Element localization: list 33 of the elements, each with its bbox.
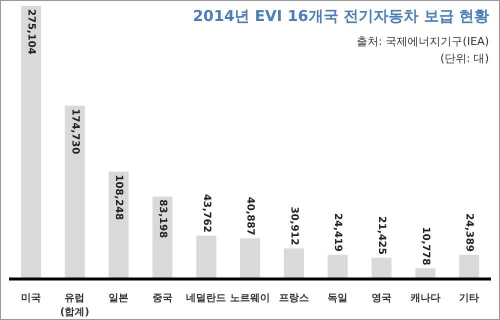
bar bbox=[21, 6, 41, 279]
data-label: 108,248 bbox=[113, 174, 124, 220]
data-label: 43,762 bbox=[200, 194, 212, 233]
data-label: 174,730 bbox=[69, 108, 80, 154]
bar bbox=[459, 254, 480, 279]
data-label: 10,778 bbox=[420, 226, 431, 266]
x-tick-label: 노르웨이 bbox=[230, 293, 270, 304]
x-tick-label: 중국 bbox=[152, 293, 172, 304]
data-label: 275,104 bbox=[26, 9, 36, 55]
bar bbox=[64, 106, 85, 279]
data-label: 24,389 bbox=[464, 213, 475, 252]
x-tick-label: 독일 bbox=[328, 293, 348, 304]
x-tick-label: 유럽 (합계) bbox=[60, 293, 90, 318]
annotation: 출처: 국제에너지기구(IEA) bbox=[355, 34, 489, 49]
annotation: (단위: 대) bbox=[439, 51, 489, 66]
x-tick-label: 미국 bbox=[20, 293, 41, 304]
bar bbox=[372, 258, 392, 279]
bar bbox=[284, 248, 304, 279]
data-label: 24,419 bbox=[332, 213, 344, 252]
x-tick-label: 일본 bbox=[108, 293, 129, 304]
data-label: 40,887 bbox=[244, 196, 256, 236]
data-label: 21,425 bbox=[376, 216, 388, 255]
data-label: 30,912 bbox=[288, 206, 300, 246]
x-tick-label: 프랑스 bbox=[278, 293, 309, 304]
bar bbox=[328, 254, 348, 279]
x-tick-label: 캐나다 bbox=[409, 293, 440, 304]
x-tick-label: 네덜란드 bbox=[186, 293, 226, 304]
x-tick-label: 영국 bbox=[371, 293, 392, 304]
bar bbox=[240, 238, 260, 279]
x-tick-label: 기타 bbox=[459, 293, 480, 304]
chart-title: 2014년 EVI 16개국 전기자동차 보급 현황 bbox=[192, 7, 489, 26]
bar bbox=[196, 236, 216, 279]
data-label: 83,198 bbox=[156, 199, 168, 238]
